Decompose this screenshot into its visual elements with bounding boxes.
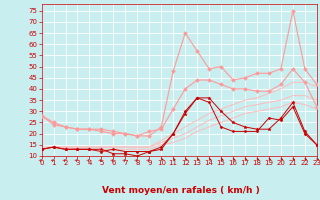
Text: Vent moyen/en rafales ( km/h ): Vent moyen/en rafales ( km/h ): [102, 186, 260, 195]
